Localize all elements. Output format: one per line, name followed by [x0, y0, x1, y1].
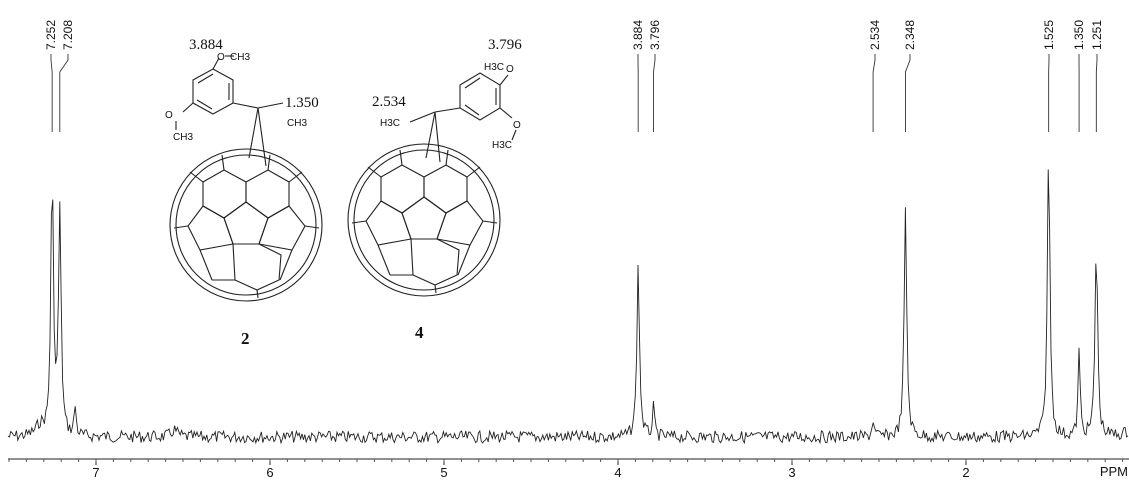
bond [499, 107, 513, 119]
cage-edge [173, 225, 189, 229]
x-tick-label: 2 [962, 465, 969, 480]
ome-shift-label: 3.796 [488, 37, 522, 53]
bond [511, 129, 517, 141]
fullerene-hexagon [232, 243, 282, 291]
peak-label: 7.208 [61, 20, 75, 50]
fullerene-pentagon [187, 205, 234, 251]
x-axis-label: PPM [1100, 464, 1128, 479]
fullerene-inner-ring [175, 154, 317, 296]
cage-edge [189, 171, 204, 183]
cage-edge [288, 171, 303, 183]
bond [434, 111, 441, 163]
cage-edge [377, 244, 391, 276]
cage-edge [445, 149, 449, 166]
atom-label-ch3: CH3 [230, 52, 250, 63]
cage-edge [256, 289, 259, 299]
structure-compound-2-labels: 3.884 1.350 O CH3 O CH3 CH3 2 [165, 37, 319, 348]
atom-label-h3c: H3C [484, 62, 504, 73]
bond [248, 107, 259, 159]
cage-edge [221, 154, 225, 171]
bond [257, 107, 267, 167]
methyl-shift-label: 1.350 [285, 95, 319, 111]
atom-label-h3c: H3C [492, 140, 512, 151]
cage-edge [482, 220, 498, 224]
spectrum-trace [7, 169, 1129, 445]
peak-connector [50, 54, 53, 132]
bond [232, 102, 259, 109]
atom-label-o: O [217, 52, 225, 63]
bond [409, 111, 436, 123]
atom-label-ch3: CH3 [287, 118, 307, 129]
cage-edge [351, 220, 367, 224]
peak-labels: 7.252 7.208 3.884 3.796 2.534 2.348 1.525 1.350… [44, 20, 1104, 132]
benzene-ring-2 [192, 68, 234, 115]
x-tick-label: 3 [788, 465, 795, 480]
fullerene-cage-4 [347, 143, 501, 297]
atom-label-o: O [513, 120, 521, 131]
peak-label: 1.350 [1072, 20, 1086, 50]
x-tick-label: 5 [440, 465, 447, 480]
peak-label: 2.534 [868, 20, 882, 50]
peak-connector [59, 54, 69, 132]
ring-double-bond [464, 104, 480, 116]
bond [212, 57, 220, 70]
ring-double-bond [196, 99, 213, 110]
fullerene-hexagon [380, 164, 425, 214]
fullerene-hexagon [245, 169, 290, 219]
fullerene-pentagon [365, 200, 412, 246]
compound-number: 2 [241, 329, 250, 348]
fullerene-pentagon [258, 205, 306, 251]
peak-label: 1.525 [1042, 20, 1056, 50]
peak-connector [904, 54, 911, 132]
fullerene-hexagon [410, 238, 460, 286]
bond [434, 107, 461, 113]
peak-connector [653, 54, 656, 132]
cage-edge [367, 166, 382, 178]
compound-number: 4 [415, 323, 424, 342]
x-tick-label: 4 [614, 465, 621, 480]
ring-double-bond [197, 73, 214, 84]
bond [182, 102, 194, 113]
cage-edge [457, 244, 471, 276]
cage-edge [304, 225, 320, 229]
peak-label: 2.348 [903, 20, 917, 50]
structure-compound-4 [347, 72, 517, 297]
ome-shift-label: 3.884 [189, 37, 223, 53]
fullerene-pentagon [436, 200, 484, 246]
peak-label: 1.251 [1090, 20, 1104, 50]
peak-label: 7.252 [44, 20, 58, 50]
structure-compound-4-labels: 3.796 2.534 H3C O H3C O H3C 4 [372, 37, 522, 342]
peak-connector [1095, 54, 1098, 132]
x-tick-label: 6 [266, 465, 273, 480]
atom-label-o: O [506, 64, 514, 75]
benzene-ring-4 [459, 72, 501, 121]
fullerene-cage-2 [169, 148, 323, 302]
peak-connector [872, 54, 876, 132]
atom-label-ch3: CH3 [173, 132, 193, 143]
bond [257, 102, 284, 109]
cage-edge [466, 166, 481, 178]
peak-label: 3.796 [648, 20, 662, 50]
x-axis-ticks: 7 6 5 4 3 2 [8, 459, 1124, 480]
peak-label: 3.884 [631, 20, 645, 50]
fullerene-hexagon [202, 169, 247, 219]
bond [499, 74, 509, 86]
methyl-shift-label: 2.534 [372, 94, 406, 110]
structure-compound-2 [169, 55, 323, 302]
cage-edge [267, 154, 271, 171]
fullerene-hexagon [423, 164, 468, 214]
fullerene-inner-ring [353, 149, 495, 291]
ring-double-bond [464, 77, 481, 89]
cage-edge [434, 284, 437, 294]
cage-edge [399, 149, 403, 166]
atom-label-o: O [165, 110, 173, 121]
cage-edge [199, 249, 213, 281]
x-tick-label: 7 [92, 465, 99, 480]
cage-edge [279, 249, 293, 281]
atom-label-h3c: H3C [380, 118, 400, 129]
